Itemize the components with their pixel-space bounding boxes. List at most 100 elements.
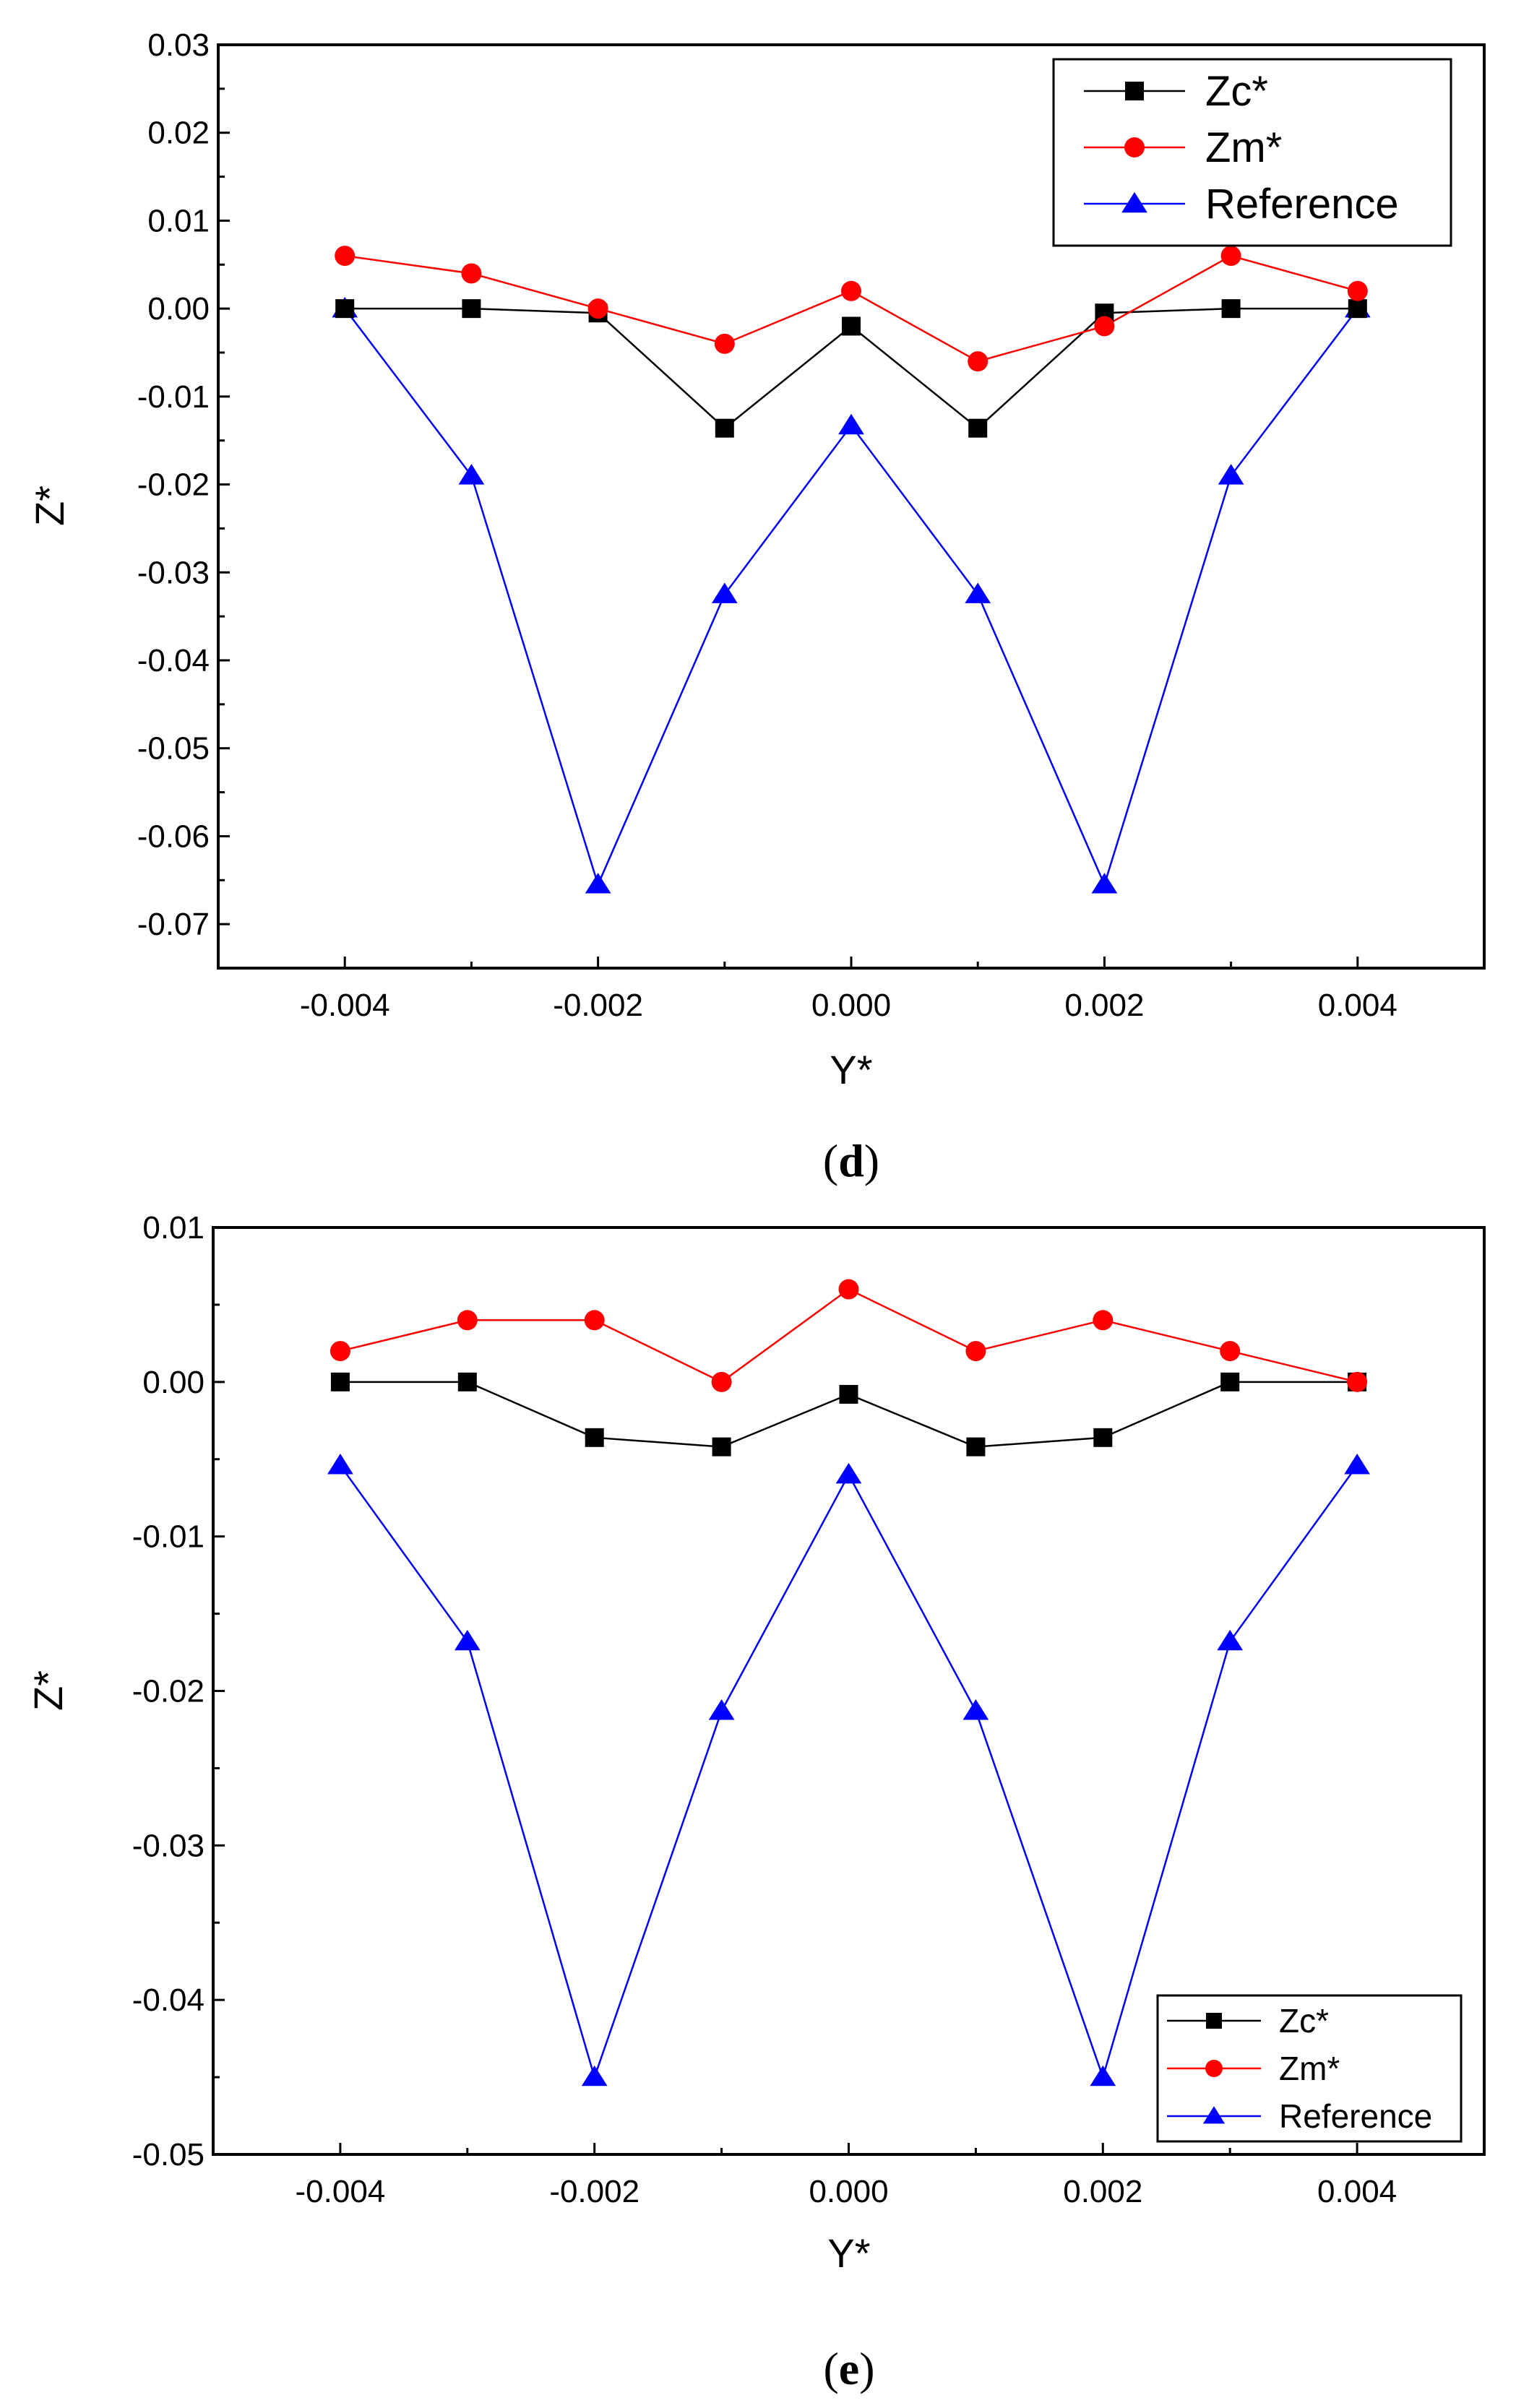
y-tick-label: -0.04: [137, 643, 210, 678]
y-tick-label: 0.00: [142, 1365, 204, 1400]
data-point-reference: [1344, 1454, 1370, 1475]
data-point-zm: [711, 1371, 732, 1392]
data-point-zm: [965, 1341, 986, 1362]
data-point-reference: [838, 413, 864, 435]
data-point-zm: [587, 298, 608, 319]
data-point-reference: [965, 582, 991, 603]
data-point-zc: [585, 1428, 604, 1447]
x-tick-label: 0.002: [1064, 988, 1144, 1023]
x-tick-label: -0.004: [296, 2174, 386, 2209]
panel-label-d: (d): [823, 1135, 879, 1186]
legend-marker: [1206, 2013, 1222, 2029]
data-point-zc: [330, 1372, 350, 1391]
series-line-reference: [344, 308, 1358, 887]
data-point-zm: [1093, 1310, 1114, 1331]
data-point-zm: [1094, 316, 1115, 337]
chart-panel-d: 0.03 0.02 0.01 0.00 -0.01 -0.02 -0.03 -0.04 -0.0…: [27, 27, 1486, 1186]
data-point-zm: [330, 1341, 350, 1362]
data-point-reference: [581, 2065, 608, 2086]
y-tick-label: -0.02: [137, 467, 210, 503]
data-point-zm: [335, 246, 356, 267]
legend-label: Zm*: [1279, 2050, 1340, 2087]
x-tick-label: -0.004: [300, 988, 390, 1023]
data-point-zm: [1347, 280, 1368, 301]
y-tick-label: -0.06: [137, 819, 210, 854]
x-tick-label: 0.000: [809, 2174, 888, 2209]
data-point-zm: [1347, 1371, 1368, 1392]
legend-marker: [1121, 191, 1147, 213]
data-point-zc: [1220, 1372, 1240, 1391]
x-tick-label: -0.002: [549, 2174, 639, 2209]
data-point-zc: [335, 299, 355, 319]
legend-label: Reference: [1205, 181, 1399, 228]
y-tick-label: 0.00: [147, 291, 210, 327]
data-point-zm: [1220, 1341, 1241, 1362]
data-point-zm: [584, 1310, 605, 1331]
data-point-zc: [1348, 299, 1367, 319]
data-point-zc: [712, 1437, 731, 1457]
data-point-zm: [714, 333, 735, 354]
y-axis-title: Z*: [25, 1670, 71, 1711]
data-point-reference: [585, 873, 611, 894]
y-tick-label: -0.04: [132, 1982, 204, 2018]
y-tick-label: -0.07: [137, 907, 210, 942]
y-axis-ticks: 0.03 0.02 0.01 0.00 -0.01 -0.02 -0.03 -0.04 -0.0…: [137, 27, 230, 942]
x-tick-label: 0.004: [1317, 2174, 1397, 2209]
data-point-zm: [841, 280, 861, 301]
x-axis-title: Y*: [830, 1047, 872, 1092]
y-tick-label: -0.01: [137, 379, 210, 415]
legend-label: Zc*: [1205, 68, 1268, 115]
data-point-zm: [968, 351, 989, 372]
x-tick-label: 0.004: [1318, 988, 1397, 1023]
y-axis-title: Z*: [27, 486, 72, 526]
panel-label-letter: d: [838, 1135, 864, 1186]
data-point-reference: [708, 1699, 735, 1720]
legend-label: Reference: [1279, 2097, 1432, 2135]
y-tick-label: -0.03: [137, 555, 210, 590]
data-point-zc: [462, 299, 481, 319]
y-tick-label: -0.01: [132, 1519, 204, 1555]
x-tick-label: 0.002: [1063, 2174, 1142, 2209]
data-point-zc: [1221, 299, 1241, 319]
data-point-reference: [1218, 464, 1244, 485]
x-tick-label: 0.000: [811, 988, 891, 1023]
data-point-zm: [1220, 246, 1241, 267]
series-layer: [332, 246, 1371, 894]
y-tick-label: -0.05: [137, 731, 210, 767]
series-line-zm: [340, 1288, 1358, 1384]
data-point-reference: [711, 582, 738, 603]
legend-marker: [1125, 82, 1144, 100]
data-point-zc: [1093, 1428, 1113, 1447]
x-axis-ticks: -0.004 -0.002 0.000 0.002 0.004: [296, 2143, 1397, 2209]
y-tick-label: 0.01: [142, 1210, 204, 1246]
legend: Zc* Zm* Reference: [1156, 1994, 1463, 2143]
data-point-zc: [842, 316, 861, 336]
data-point-zm: [457, 1310, 478, 1331]
legend-label: Zc*: [1279, 2002, 1329, 2040]
legend-label: Zm*: [1205, 124, 1282, 171]
legend-box: [1052, 58, 1452, 247]
data-point-reference: [1091, 873, 1118, 894]
y-axis-ticks: 0.01 0.00 -0.01 -0.02 -0.03 -0.04 -0.05: [132, 1210, 225, 2172]
y-tick-label: -0.02: [132, 1674, 204, 1709]
data-point-reference: [327, 1454, 353, 1475]
legend-entries: Zc* Zm* Reference: [1084, 68, 1399, 228]
data-point-reference: [835, 1462, 862, 1484]
data-point-zc: [715, 418, 734, 438]
x-axis-ticks: -0.004 -0.002 0.000 0.002 0.004: [300, 957, 1397, 1023]
data-point-zm: [461, 263, 482, 284]
data-point-zc: [966, 1437, 986, 1457]
legend-entries: Zc* Zm* Reference: [1167, 2002, 1432, 2135]
legend-marker: [1205, 2060, 1223, 2077]
chart-panel-e: 0.01 0.00 -0.01 -0.02 -0.03 -0.04 -0.05 -0.004…: [25, 1210, 1486, 2394]
legend: Zc* Zm* Reference: [1052, 58, 1452, 247]
legend-marker: [1124, 137, 1145, 157]
series-line-reference: [339, 1464, 1358, 2081]
x-tick-label: -0.002: [553, 988, 643, 1023]
panel-label-letter: e: [839, 2343, 859, 2394]
y-tick-label: 0.03: [147, 27, 210, 63]
data-point-reference: [458, 464, 485, 485]
data-point-zc: [839, 1384, 858, 1404]
data-point-reference: [1090, 2065, 1116, 2086]
